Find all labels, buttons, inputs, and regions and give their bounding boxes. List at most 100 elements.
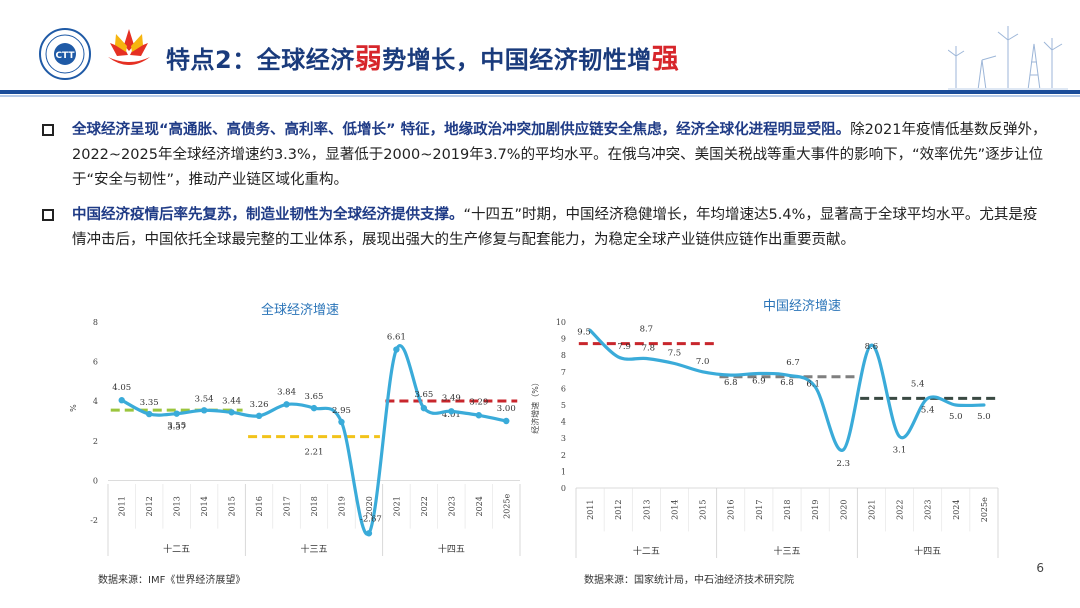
period-group-label: 十四五 [914, 545, 941, 557]
x-tick-label: 2011 [586, 500, 595, 520]
data-label: 5.0 [977, 412, 991, 422]
x-tick-label: 2021 [392, 496, 401, 516]
period-group-label: 十四五 [438, 543, 465, 555]
square-bullet-icon [42, 209, 54, 221]
y-tick-label: 10 [556, 318, 566, 327]
data-point [200, 407, 208, 414]
data-point [146, 410, 153, 418]
data-label: 3.54 [195, 394, 214, 404]
growth-series-line [120, 344, 508, 536]
data-label: 5.4 [921, 405, 935, 415]
period-group-label: 十二五 [633, 545, 660, 557]
data-label: 3.29 [469, 397, 488, 407]
data-label: 2.95 [332, 406, 351, 416]
x-tick-label: 2011 [118, 496, 127, 516]
data-label: 7.5 [668, 349, 682, 359]
x-tick-label: 2017 [283, 496, 292, 516]
x-tick-label: 2018 [783, 500, 792, 520]
data-label: 3.37 [167, 423, 186, 433]
data-point [173, 410, 180, 417]
x-tick-label: 2025e [980, 497, 989, 522]
x-tick-label: 2024 [475, 496, 484, 516]
title-highlight-strong: 强 [651, 44, 680, 75]
data-label: 3.84 [277, 387, 296, 397]
period-average-label: 3.55 [167, 421, 186, 431]
data-point [338, 418, 345, 426]
chart-china-growth: 中国经济增速 0 1 2 3 4 5 6 7 8 9 10 2011 2012 2013 2014 2015 20… [530, 296, 1016, 586]
x-tick-label: 2019 [337, 496, 346, 516]
data-label: 9.5 [577, 327, 591, 337]
bullet-list: 全球经济呈现“高通胀、高债务、高利率、低增长” 特征，地缘政治冲突加剧供应链安全… [38, 118, 1048, 263]
y-tick-label: 2 [561, 451, 566, 460]
y-tick-label: 4 [93, 397, 98, 406]
x-tick-label: 2024 [952, 500, 961, 520]
y-tick-label: 1 [561, 467, 566, 476]
growth-series-line [588, 328, 986, 452]
data-label: 7.9 [617, 342, 631, 352]
x-tick-label: 2013 [173, 496, 182, 516]
data-point [503, 417, 510, 425]
university-logo: CTT [39, 28, 91, 80]
data-label: 6.1 [806, 380, 820, 390]
y-tick-label: 3 [561, 434, 566, 443]
data-label: 7.8 [642, 344, 656, 354]
x-tick-label: 2016 [727, 500, 736, 520]
x-tick-label: 2020 [839, 500, 848, 520]
data-label: 6.8 [780, 378, 794, 388]
data-label: 3.65 [414, 390, 433, 400]
global-growth-line-chart: 全球经济增速 -2 0 2 4 6 8 2011 2012 2013 2014 2015 2016 201… [69, 302, 521, 556]
data-label: 3.26 [250, 400, 269, 410]
y-tick-label: 7 [561, 368, 566, 377]
period-average-label: 2.21 [305, 448, 324, 458]
data-label: 3.1 [893, 446, 907, 456]
slide-title: 特点2：全球经济弱势增长，中国经济韧性增强 [166, 44, 680, 75]
data-label: 3.65 [305, 392, 324, 402]
slide-header: CTT 特点2：全球经济弱势增长，中国经济韧性增强 [0, 0, 1080, 96]
period-average-label: 8.7 [640, 325, 654, 335]
data-label: 7.0 [696, 357, 710, 367]
x-tick-label: 2022 [896, 500, 905, 520]
page-number: 6 [1036, 561, 1044, 575]
bullet-lead: 中国经济疫情后率先复苏，制造业韧性为全球经济提供支撑。 [72, 207, 464, 223]
y-tick-label: 6 [93, 358, 98, 367]
data-label: 6.61 [387, 333, 406, 343]
x-tick-label: 2022 [420, 496, 429, 516]
x-tick-label: 2016 [255, 496, 264, 516]
y-tick-label: 8 [93, 318, 98, 327]
square-bullet-icon [42, 124, 54, 136]
chart-title: 中国经济增速 [763, 299, 841, 314]
source-note-china: 数据来源：国家统计局，中石油经济技术研究院 [584, 575, 794, 586]
y-tick-label: 6 [561, 384, 566, 393]
data-point [310, 404, 318, 412]
period-group-label: 十三五 [300, 543, 327, 555]
data-label: 6.8 [724, 378, 738, 388]
y-tick-label: 8 [561, 351, 566, 360]
data-label: 3.35 [140, 398, 159, 408]
data-label: 8.6 [865, 342, 879, 352]
x-tick-label: 2020 [365, 496, 374, 516]
data-point [448, 408, 455, 415]
x-tick-label: 2025e [502, 494, 511, 519]
data-label: 2.3 [837, 459, 851, 469]
data-label: -2.67 [360, 514, 382, 524]
data-point [365, 530, 373, 537]
x-tick-label: 2015 [228, 496, 237, 516]
data-point [255, 412, 263, 420]
y-tick-label: 9 [561, 335, 566, 344]
wind-turbine-oil-rig-illustration [948, 26, 1068, 92]
chart-global-growth: 全球经济增速 -2 0 2 4 6 8 2011 2012 2013 2014 2015 2016 201… [69, 296, 530, 586]
period-average-label: 6.7 [786, 358, 800, 368]
y-tick-label: 2 [93, 437, 98, 446]
data-point [393, 346, 400, 353]
x-tick-label: 2019 [811, 500, 820, 520]
data-point [420, 404, 428, 412]
x-tick-label: 2012 [145, 496, 154, 516]
period-average-label: 4.01 [442, 410, 461, 420]
data-point [283, 401, 290, 408]
x-tick-label: 2015 [699, 500, 708, 520]
header-rule-light [0, 95, 1080, 97]
x-tick-label: 2014 [200, 496, 209, 516]
data-label: 3.49 [442, 393, 461, 403]
x-tick-label: 2014 [670, 500, 679, 520]
x-tick-label: 2021 [867, 500, 876, 520]
